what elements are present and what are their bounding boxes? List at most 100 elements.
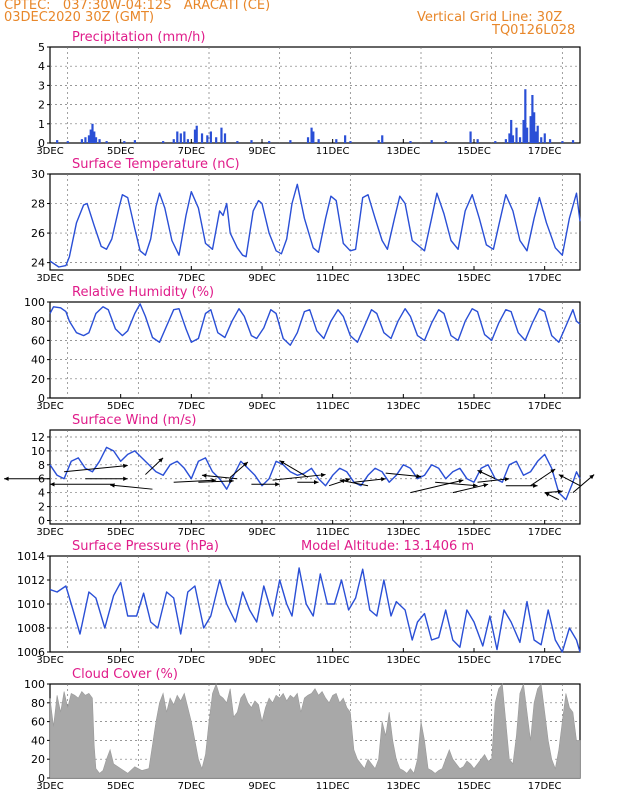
cloud-xtick-label: 13DEC bbox=[386, 781, 420, 792]
precip-bar bbox=[571, 140, 575, 143]
cloud-ytick-label: 0 bbox=[38, 772, 45, 785]
rh-frame bbox=[49, 301, 581, 399]
precip-bar bbox=[209, 131, 212, 143]
cloud-xtick-label: 15DEC bbox=[457, 781, 491, 792]
wind-xtick-label: 7DEC bbox=[178, 527, 205, 538]
precip-bar bbox=[66, 141, 69, 143]
precip-bar bbox=[306, 137, 310, 143]
precip-bar bbox=[223, 133, 227, 143]
precip-bar bbox=[534, 131, 538, 143]
wind-arrow-head bbox=[314, 480, 319, 485]
rh-ytick-label: 0 bbox=[38, 392, 45, 405]
wind-ytick-label: 12 bbox=[31, 431, 45, 444]
precip-bar bbox=[215, 137, 218, 143]
rh-xtick-label: 3DEC bbox=[36, 401, 63, 412]
rh-ytick-label: 80 bbox=[31, 315, 45, 328]
pres-title: Surface Pressure (hPa) bbox=[72, 539, 219, 554]
temp-series-line bbox=[49, 183, 581, 268]
precip-xtick-label: 15DEC bbox=[457, 146, 491, 157]
pres-xtick-label: 11DEC bbox=[316, 655, 350, 666]
wind-frame bbox=[49, 429, 581, 525]
wind-arrow-head bbox=[50, 482, 55, 487]
precip-frame bbox=[49, 46, 581, 144]
wind-ytick-label: 2 bbox=[38, 501, 45, 514]
wind-arrow-shaft bbox=[339, 479, 369, 487]
pres-ytick-label: 1012 bbox=[17, 574, 45, 587]
wind-xtick-label: 3DEC bbox=[36, 527, 63, 538]
wind-arrow-head bbox=[477, 470, 483, 475]
wind-arrow-head bbox=[275, 482, 280, 487]
temp-xtick-label: 15DEC bbox=[457, 273, 491, 284]
precip-bar bbox=[335, 139, 338, 143]
precip-bar bbox=[91, 123, 94, 143]
wind-title: Surface Wind (m/s) bbox=[72, 413, 196, 428]
rh-ytick-label: 100 bbox=[24, 296, 45, 309]
precip-bar bbox=[87, 135, 91, 143]
wind-arrow-head bbox=[110, 483, 115, 488]
wind-ytick-label: 0 bbox=[38, 515, 45, 528]
wind-arrow-shaft bbox=[435, 481, 478, 487]
precip-bar bbox=[561, 141, 564, 143]
precip-bar bbox=[349, 141, 352, 143]
wind-xtick-label: 5DEC bbox=[107, 527, 134, 538]
precip-bar bbox=[381, 135, 384, 143]
wind-arrow-head bbox=[472, 483, 478, 488]
wind-arrow-shaft bbox=[201, 474, 238, 480]
wind-arrow-shaft bbox=[272, 474, 326, 481]
precip-xtick-label: 5DEC bbox=[107, 146, 134, 157]
pres-series-line bbox=[49, 567, 581, 653]
wind-arrow-shaft bbox=[385, 472, 422, 478]
precip-bar bbox=[250, 140, 253, 143]
precip-bar bbox=[94, 137, 98, 143]
wind-arrow-shaft bbox=[279, 460, 309, 478]
wind-arrow-shaft bbox=[530, 468, 556, 487]
rh-xtick-label: 15DEC bbox=[457, 401, 491, 412]
wind-arrow-head bbox=[123, 476, 128, 481]
precip-bar bbox=[56, 140, 59, 143]
wind-arrow-head bbox=[558, 474, 564, 479]
wind-arrow-shaft bbox=[64, 465, 128, 473]
wind-ytick-label: 4 bbox=[38, 487, 45, 500]
precip-xtick-label: 7DEC bbox=[178, 146, 205, 157]
wind-arrow-head bbox=[533, 483, 538, 488]
wind-arrow-head bbox=[504, 477, 510, 482]
header-run-id: TQ0126L028 bbox=[492, 23, 576, 38]
wind-arrow-head bbox=[339, 478, 345, 484]
precip-bar bbox=[540, 137, 543, 143]
precip-xtick-label: 3DEC bbox=[36, 146, 63, 157]
wind-xtick-label: 11DEC bbox=[316, 527, 350, 538]
rh-title: Relative Humidity (%) bbox=[72, 285, 214, 300]
precip-bar bbox=[206, 135, 209, 143]
precip-bar bbox=[409, 141, 412, 143]
precip-bar bbox=[511, 135, 515, 143]
precip-ytick-label: 0 bbox=[38, 137, 45, 150]
rh-ytick-label: 60 bbox=[31, 334, 45, 347]
wind-arrow-head bbox=[416, 474, 421, 479]
precip-bar bbox=[494, 141, 497, 143]
precip-ytick-label: 4 bbox=[38, 60, 45, 73]
precip-bar bbox=[508, 133, 511, 143]
wind-ytick-label: 8 bbox=[38, 459, 45, 472]
wind-arrow-shaft bbox=[452, 483, 489, 494]
precip-bar bbox=[548, 139, 552, 143]
precip-bar bbox=[172, 139, 175, 143]
precip-bar bbox=[543, 133, 546, 143]
precip-bar bbox=[344, 135, 347, 143]
precip-bar bbox=[476, 139, 479, 143]
rh-series-line bbox=[49, 303, 581, 346]
temp-xtick-label: 9DEC bbox=[248, 273, 275, 284]
precip-bar bbox=[531, 95, 534, 143]
wind-arrow-head bbox=[123, 463, 128, 469]
precip-bar bbox=[220, 127, 223, 143]
precip-bar bbox=[536, 125, 539, 143]
precip-xtick-label: 9DEC bbox=[248, 146, 275, 157]
pres-xtick-label: 17DEC bbox=[528, 655, 562, 666]
cloud-ytick-label: 40 bbox=[31, 734, 45, 747]
temp-xtick-label: 7DEC bbox=[178, 273, 205, 284]
precip-bar bbox=[105, 141, 108, 143]
pres-xtick-label: 5DEC bbox=[107, 655, 134, 666]
wind-arrow-head bbox=[550, 468, 556, 474]
wind-xtick-label: 13DEC bbox=[386, 527, 420, 538]
wind-arrow-head bbox=[557, 489, 563, 494]
